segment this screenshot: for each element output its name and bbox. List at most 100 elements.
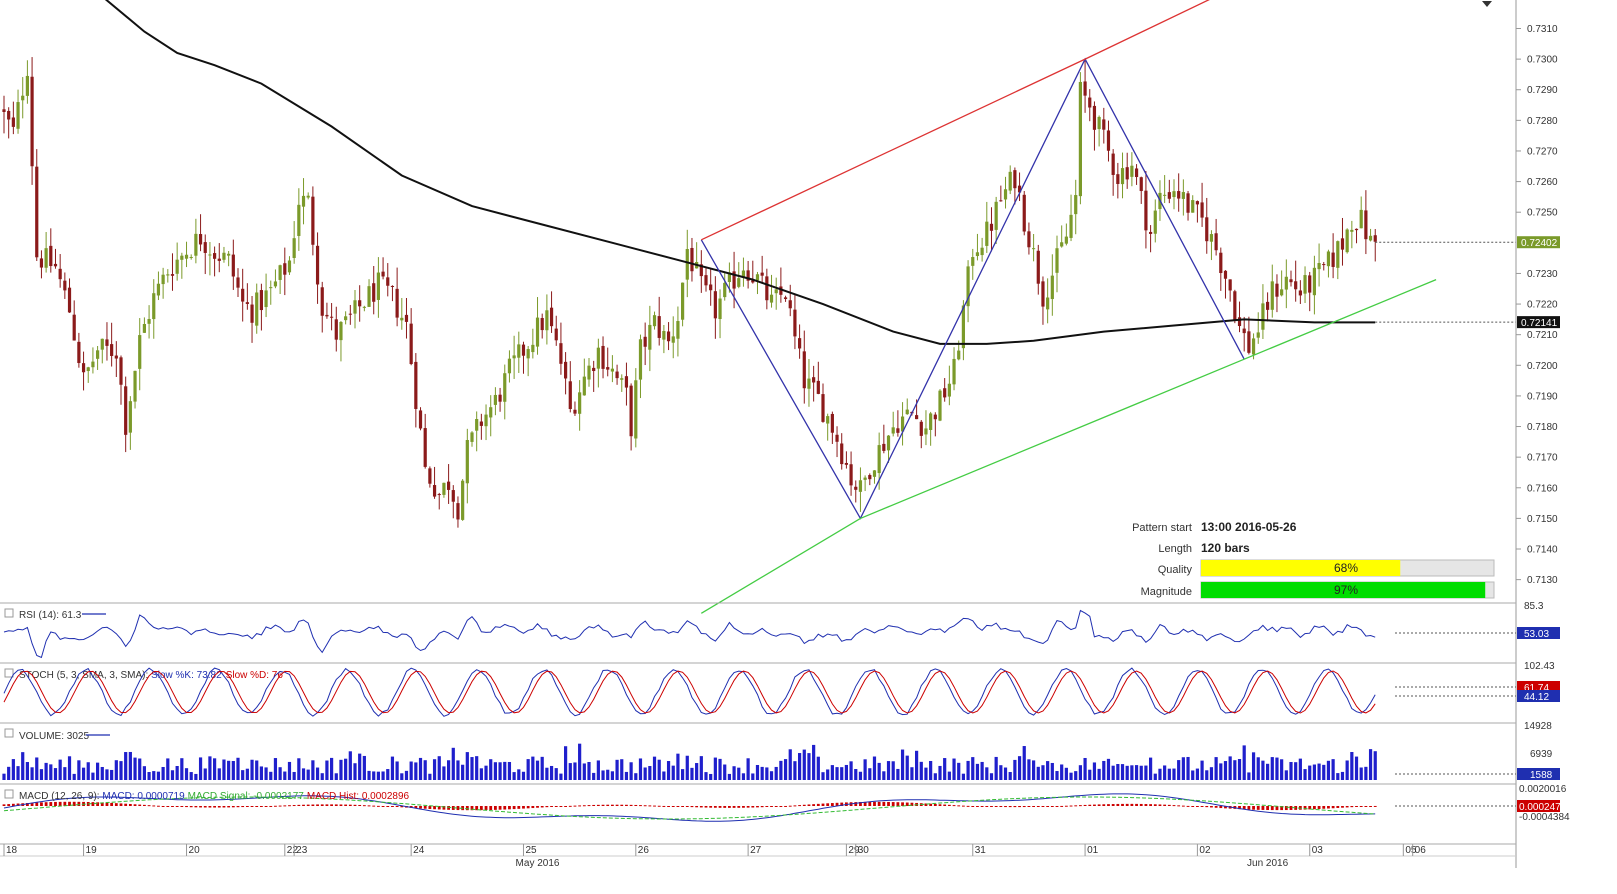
macd-hist-bar: [133, 804, 137, 806]
volume-bar: [166, 758, 170, 780]
volume-bar: [110, 769, 114, 780]
stoch-close-icon[interactable]: [4, 668, 14, 678]
rsi-close-icon[interactable]: [4, 608, 14, 618]
candle: [531, 328, 535, 359]
macd-hist-bar: [891, 802, 895, 806]
candle: [1022, 190, 1026, 236]
macd-hist-bar: [128, 803, 132, 806]
candle: [840, 433, 844, 470]
macd-hist-bar: [1149, 804, 1152, 806]
macd-hist-bar: [1097, 804, 1101, 806]
volume-bar: [1158, 768, 1162, 780]
volume-bar: [1181, 757, 1185, 780]
volume-bar: [1078, 765, 1082, 780]
volume-panel[interactable]: VOLUME: 3025 14928 6939 1588: [2, 721, 1560, 781]
candle: [390, 285, 395, 302]
candle: [517, 331, 521, 373]
macd-hist-bar: [311, 804, 315, 806]
macd-hist-bar: [718, 806, 722, 808]
macd-hist-bar: [1111, 804, 1115, 806]
candle: [1032, 234, 1036, 262]
macd-hist-bar: [1317, 806, 1321, 809]
macd-hist-bar: [742, 806, 745, 808]
volume-bar: [807, 753, 811, 780]
macd-hist-bar: [114, 803, 118, 806]
macd-hist-bar: [260, 806, 263, 807]
volume-bar: [1083, 757, 1087, 780]
candle: [1167, 179, 1171, 204]
price-tick-label: 0.7170: [1527, 453, 1558, 464]
volume-bar: [358, 753, 362, 780]
macd-hist-bar: [526, 806, 530, 809]
volume-bar: [830, 765, 834, 780]
volume-bar: [1219, 763, 1223, 780]
candle: [7, 107, 11, 139]
macd-hist-bar: [962, 805, 965, 807]
volume-bar: [362, 755, 366, 780]
pattern-resistance-line: [701, 0, 1210, 241]
pattern-start-value: 13:00 2016-05-26: [1201, 520, 1297, 534]
candle: [662, 324, 666, 354]
volume-bar: [479, 768, 483, 780]
volume-bar: [1149, 757, 1153, 780]
volume-bar: [1186, 756, 1190, 780]
macd-hist-bar: [292, 805, 296, 807]
macd-hist-bar: [1303, 806, 1307, 810]
stoch-panel[interactable]: STOCH (5, 3, SMA, 3, SMA): Slow %K: 73.8…: [3, 661, 1560, 717]
volume-bar: [971, 757, 975, 780]
candle: [666, 322, 671, 351]
macd-hist-bar: [283, 805, 287, 807]
macd-hist-bar: [447, 806, 450, 810]
volume-bar: [311, 760, 315, 780]
macd-hist-bar: [1163, 804, 1167, 806]
candle: [1106, 120, 1111, 162]
macd-value-tag: [1517, 800, 1560, 812]
macd-hist-bar: [330, 804, 333, 806]
candle: [507, 350, 512, 383]
macd-hist-bar: [91, 802, 95, 806]
volume-bar: [437, 756, 441, 780]
volume-bar: [709, 773, 713, 780]
candle: [1120, 152, 1125, 199]
rsi-tag-value: 53.03: [1524, 629, 1549, 640]
macd-hist-bar: [1032, 806, 1035, 807]
volume-bar: [540, 756, 544, 780]
macd-hist-bar: [1261, 806, 1265, 810]
volume-label-value: 3025: [67, 731, 90, 742]
candle: [39, 250, 44, 279]
last-price-value: 0.72402: [1521, 238, 1558, 249]
volume-close-icon[interactable]: [4, 728, 14, 738]
volume-bar: [470, 757, 474, 780]
volume-bar: [334, 773, 338, 780]
rsi-axis-top: 85.3: [1524, 601, 1544, 612]
macd-hist-bar: [582, 805, 586, 807]
candle: [428, 466, 432, 488]
price-tick-label: 0.7310: [1527, 24, 1558, 35]
macd-hist-bar: [1345, 806, 1349, 808]
macd-hist-bar: [512, 806, 516, 810]
candle: [709, 269, 713, 306]
macd-panel[interactable]: MACD (12, 26, 9): MACD: 0.0000719 MACD Si…: [2, 784, 1570, 823]
macd-hist-bar: [1205, 806, 1209, 808]
macd-hist-bar: [40, 802, 43, 806]
candle: [465, 428, 469, 504]
candle: [1111, 149, 1115, 196]
macd-hist-bar: [208, 806, 212, 808]
macd-hist-bar: [1270, 806, 1274, 811]
candle: [292, 221, 296, 264]
macd-close-icon[interactable]: [4, 789, 14, 799]
macd-hist-bar: [1181, 805, 1185, 807]
candle: [1134, 164, 1139, 185]
price-panel[interactable]: [2, 0, 1516, 614]
macd-hist-bar: [180, 806, 184, 807]
volume-bar: [418, 757, 423, 780]
macd-hist-bar: [1139, 803, 1143, 806]
collapse-arrow-icon[interactable]: [1482, 1, 1492, 7]
volume-bar: [86, 762, 90, 780]
macd-hist-bar: [835, 802, 839, 806]
rsi-panel[interactable]: RSI (14): 61.3 85.3 53.03: [3, 601, 1560, 659]
candle: [1153, 199, 1157, 243]
volume-bar: [685, 755, 689, 780]
macd-hist-bar: [774, 806, 778, 807]
